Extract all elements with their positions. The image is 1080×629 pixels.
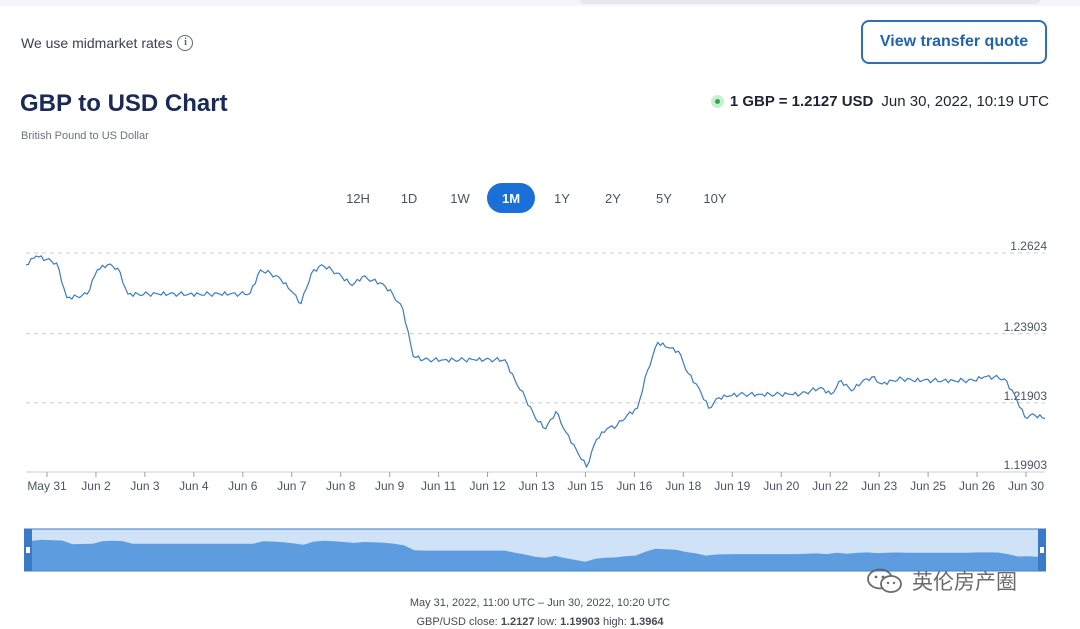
current-rate: 1 GBP = 1.2127 USD Jun 30, 2022, 10:19 U… xyxy=(710,93,1049,110)
high-label: high: xyxy=(602,616,627,628)
rate-value: 1 GBP = 1.2127 USD xyxy=(729,93,874,110)
rate-timestamp: Jun 30, 2022, 10:19 UTC xyxy=(881,93,1049,110)
y-tick-label: 1.23903 xyxy=(1004,320,1048,334)
tab-10y[interactable]: 10Y xyxy=(703,190,727,206)
navigator-handle-right-grip-icon[interactable] xyxy=(1040,547,1044,553)
rates-note: We use midmarket rates i xyxy=(21,35,194,51)
x-tick-label: May 31 xyxy=(27,479,67,493)
close-label: GBP/USD close: xyxy=(416,616,498,628)
tab-1m[interactable]: 1M xyxy=(487,183,535,213)
x-tick-label: Jun 19 xyxy=(714,479,750,493)
x-tick-label: Jun 4 xyxy=(179,479,209,493)
x-tick-label: Jun 26 xyxy=(959,479,995,493)
wechat-icon xyxy=(867,568,902,593)
navigator-chart[interactable] xyxy=(24,528,1046,572)
x-tick-label: Jun 25 xyxy=(910,479,946,493)
navigator-handle-right[interactable] xyxy=(1038,529,1046,571)
y-tick-label: 1.19903 xyxy=(1004,458,1048,472)
watermark-text: 英伦房产圈 xyxy=(912,570,1017,594)
footer-range: May 31, 2022, 11:00 UTC – Jun 30, 2022, … xyxy=(409,597,671,609)
tab-1w[interactable]: 1W xyxy=(450,190,470,206)
x-tick-label: Jun 3 xyxy=(130,479,160,493)
series-line xyxy=(25,255,1046,469)
x-tick-label: Jun 23 xyxy=(861,479,897,493)
tab-2y[interactable]: 2Y xyxy=(605,190,621,206)
x-tick-label: Jun 8 xyxy=(326,479,356,493)
top-strip xyxy=(0,0,1080,6)
info-circle-icon[interactable]: i xyxy=(177,35,194,51)
navigator-handle-left-grip-icon[interactable] xyxy=(26,547,30,553)
page-subtitle: British Pound to US Dollar xyxy=(21,130,149,142)
high-value: 1.3964 xyxy=(629,616,664,628)
x-tick-label: Jun 2 xyxy=(81,479,111,493)
navigator-handle-left[interactable] xyxy=(24,529,32,571)
page-title: GBP to USD Chart xyxy=(20,90,228,117)
navigator-area xyxy=(32,539,1038,571)
view-transfer-quote-button[interactable]: View transfer quote xyxy=(861,20,1047,64)
tab-12h[interactable]: 12H xyxy=(346,190,370,206)
x-tick-label: Jun 22 xyxy=(812,479,848,493)
live-indicator-icon xyxy=(710,95,724,108)
top-strip-segment xyxy=(580,0,1040,4)
x-tick-label: Jun 18 xyxy=(665,479,701,493)
y-tick-label: 1.21903 xyxy=(1004,389,1048,403)
x-tick-label: Jun 13 xyxy=(518,479,554,493)
x-tick-label: Jun 30 xyxy=(1008,479,1044,493)
low-value: 1.19903 xyxy=(560,616,600,628)
x-tick-label: Jun 9 xyxy=(375,479,405,493)
close-value: 1.2127 xyxy=(500,616,535,628)
tab-1y[interactable]: 1Y xyxy=(554,190,570,206)
x-tick-label: Jun 12 xyxy=(470,479,506,493)
watermark: 英伦房产圈 xyxy=(866,566,1017,596)
x-tick-label: Jun 20 xyxy=(763,479,799,493)
x-tick-label: Jun 6 xyxy=(228,479,258,493)
rates-note-text: We use midmarket rates xyxy=(21,35,173,51)
x-tick-label: Jun 16 xyxy=(616,479,652,493)
low-label: low: xyxy=(537,616,558,628)
main-chart[interactable]: 1.2624 1.23903 1.21903 1.19903 May 31 Jun 2 Ju… xyxy=(0,235,1080,495)
range-tabs: 12H 1D 1W 1M 1Y 2Y 5Y 10Y xyxy=(334,183,742,213)
tab-1d[interactable]: 1D xyxy=(400,190,418,206)
footer-stats: GBP/USD close: 1.2127 low: 1.19903 high:… xyxy=(0,616,1080,628)
tab-5y[interactable]: 5Y xyxy=(656,190,672,206)
x-tick-label: Jun 7 xyxy=(277,479,307,493)
x-tick-label: Jun 15 xyxy=(567,479,603,493)
y-tick-label: 1.2624 xyxy=(1010,239,1047,253)
x-tick-label: Jun 11 xyxy=(421,479,456,493)
